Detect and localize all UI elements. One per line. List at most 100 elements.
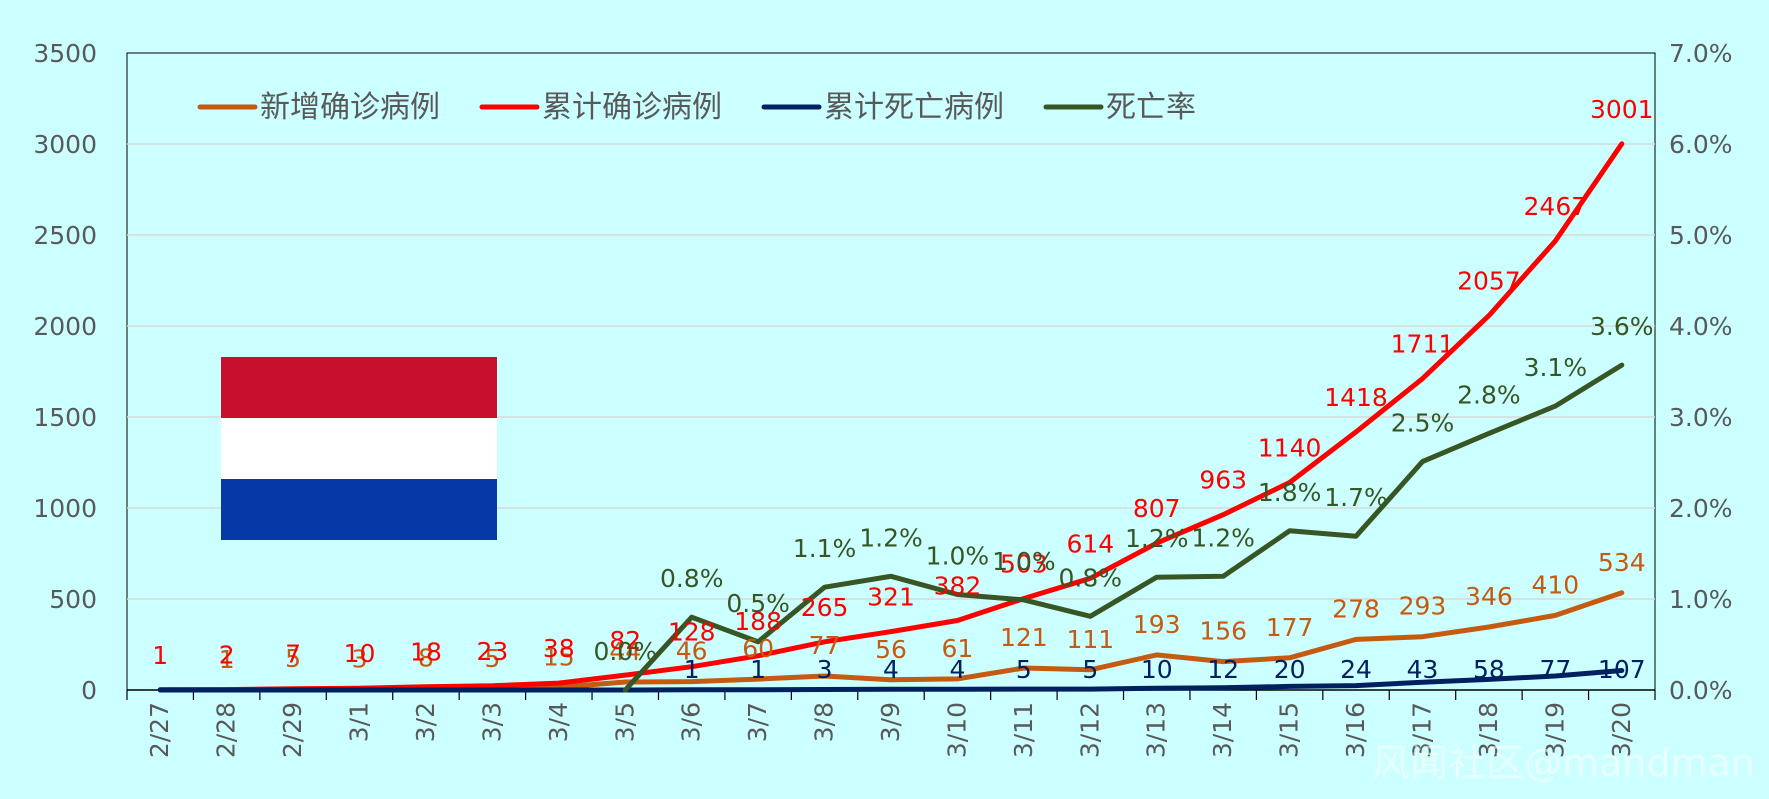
y2-tick-label: 0.0% (1669, 676, 1733, 705)
data-label: 20 (1274, 655, 1306, 684)
netherlands-flag (221, 357, 497, 540)
series-lines (157, 141, 1625, 693)
x-tick-label: 2/28 (212, 702, 241, 758)
legend-label: 累计确诊病例 (542, 90, 722, 125)
y-tick-label: 3500 (33, 39, 97, 68)
legend-label: 新增确诊病例 (260, 90, 440, 125)
x-tick-label: 3/1 (345, 702, 374, 742)
data-label: 156 (1199, 617, 1247, 646)
x-tick-label: 3/5 (610, 702, 639, 742)
y2-tick-label: 6.0% (1669, 130, 1733, 159)
y-tick-label: 1000 (33, 494, 97, 523)
data-label: 15 (543, 642, 575, 671)
data-label: 5 (1016, 655, 1032, 684)
y-tick-label: 0 (81, 676, 97, 705)
data-label: 807 (1133, 494, 1181, 523)
x-tick-label: 3/11 (1009, 702, 1038, 758)
y-tick-label: 2000 (33, 312, 97, 341)
y2-tick-label: 3.0% (1669, 403, 1733, 432)
y-tick-label: 500 (49, 585, 97, 614)
data-label: 1.8% (1258, 478, 1322, 507)
data-label: 2 (219, 641, 235, 670)
data-label: 1.2% (859, 523, 923, 552)
data-label: 265 (801, 593, 849, 622)
data-label: 1.0% (992, 547, 1056, 576)
data-label: 1 (684, 655, 700, 684)
data-label: 60 (742, 634, 774, 663)
x-tick-label: 3/9 (876, 702, 905, 742)
y2-tick-label: 2.0% (1669, 494, 1733, 523)
data-label: 963 (1199, 466, 1247, 495)
data-label: 0.0% (594, 637, 658, 666)
y2-tick-label: 1.0% (1669, 585, 1733, 614)
data-label: 3.1% (1524, 353, 1588, 382)
data-label: 38 (543, 634, 575, 663)
data-label: 8 (418, 644, 434, 673)
series-line-3 (622, 362, 1625, 693)
data-label: 10 (1141, 655, 1173, 684)
x-tick-label: 3/19 (1540, 702, 1569, 758)
data-label: 56 (875, 635, 907, 664)
data-label: 23 (476, 637, 508, 666)
data-label: 1 (219, 645, 235, 674)
series-line-2 (157, 668, 1625, 693)
data-label: 0.5% (726, 589, 790, 618)
data-label: 10 (344, 639, 376, 668)
x-tick-label: 3/13 (1142, 702, 1171, 758)
x-tick-label: 3/2 (411, 702, 440, 742)
data-label: 43 (1407, 655, 1439, 684)
y2-tick-label: 4.0% (1669, 312, 1733, 341)
data-label: 193 (1133, 610, 1181, 639)
data-label: 24 (1340, 655, 1372, 684)
x-tick-label: 3/14 (1208, 702, 1237, 758)
data-label: 1.1% (793, 534, 857, 563)
data-label: 4 (883, 655, 899, 684)
data-label: 2.8% (1457, 380, 1521, 409)
data-label: 614 (1066, 529, 1114, 558)
data-label: 0.8% (660, 564, 724, 593)
y2-tick-label: 7.0% (1669, 39, 1733, 68)
data-label: 177 (1266, 613, 1314, 642)
data-label: 1 (152, 641, 168, 670)
legend-label: 死亡率 (1106, 90, 1196, 125)
x-tick-label: 3/7 (743, 702, 772, 742)
data-label: 121 (1000, 623, 1048, 652)
series-line-1 (157, 141, 1625, 693)
data-label: 1140 (1258, 434, 1322, 463)
data-label: 5 (285, 644, 301, 673)
data-label: 77 (809, 631, 841, 660)
data-label: 3 (817, 655, 833, 684)
data-label: 3.6% (1590, 312, 1654, 341)
flag-stripe (221, 418, 497, 479)
y-tick-label: 1500 (33, 403, 97, 432)
data-label: 188 (734, 607, 782, 636)
data-label: 107 (1598, 655, 1646, 684)
axes: 0 500 1000 1500 2000 2500 3000 3500 0.0% 1.0% 2.0%… (33, 39, 1732, 758)
data-label: 1418 (1324, 383, 1388, 412)
x-tick-label: 3/4 (544, 702, 573, 742)
data-label: 2467 (1524, 192, 1588, 221)
data-label: 61 (942, 634, 974, 663)
legend-label: 累计死亡病例 (824, 90, 1004, 125)
data-label: 2057 (1457, 267, 1521, 296)
x-tick-label: 3/12 (1075, 702, 1104, 758)
data-label: 4 (949, 655, 965, 684)
data-label: 503 (1000, 549, 1048, 578)
data-label: 293 (1399, 592, 1447, 621)
x-tick-label: 3/20 (1607, 702, 1636, 758)
data-label: 410 (1531, 570, 1579, 599)
data-label: 3 (352, 644, 368, 673)
x-tick-label: 3/18 (1474, 702, 1503, 758)
y-tick-label: 2500 (33, 221, 97, 250)
data-label: 82 (609, 626, 641, 655)
data-label: 111 (1066, 625, 1114, 654)
x-tick-label: 3/3 (477, 702, 506, 742)
x-tick-label: 3/8 (810, 702, 839, 742)
data-label: 1.0% (926, 541, 990, 570)
data-label: 321 (867, 583, 915, 612)
data-label: 382 (934, 571, 982, 600)
data-label: 278 (1332, 594, 1380, 623)
data-label: 0.8% (1059, 563, 1123, 592)
flag-stripe (221, 479, 497, 540)
